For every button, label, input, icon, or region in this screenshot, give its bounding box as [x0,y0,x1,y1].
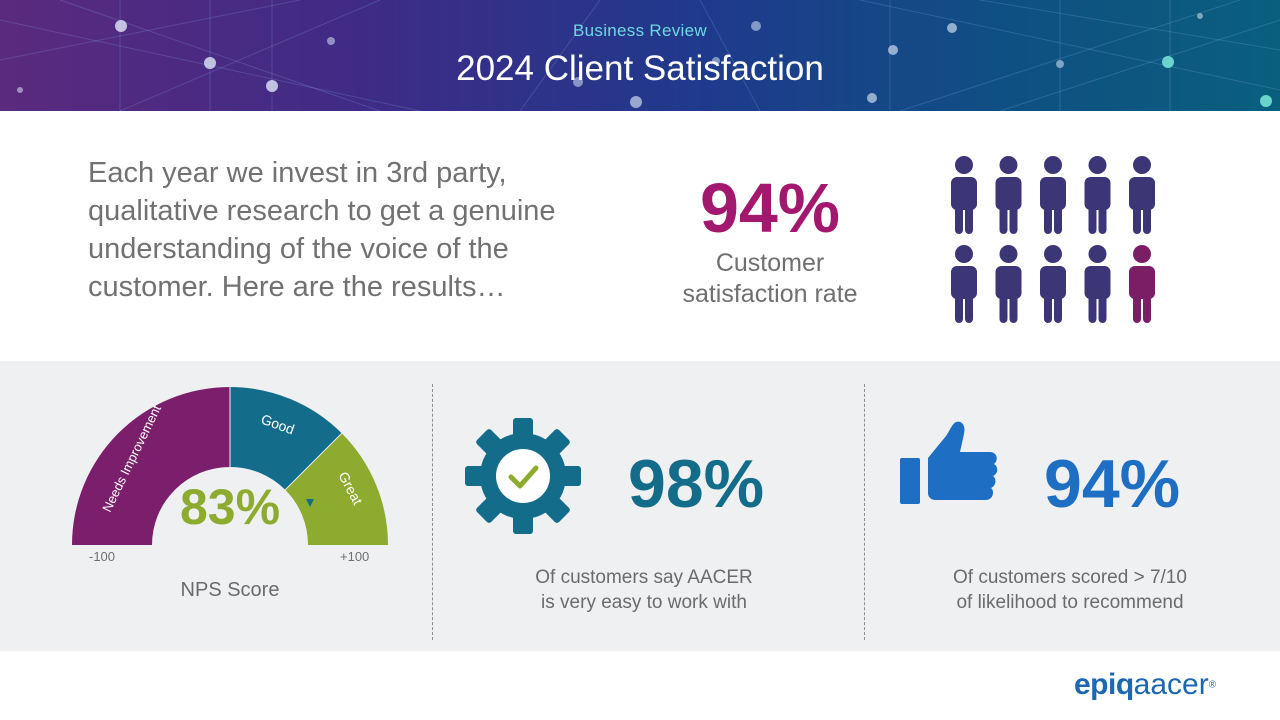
divider-1 [432,384,433,640]
recommend-value: 94% [1044,446,1181,522]
satisfaction-label-line2: satisfaction rate [682,280,858,308]
banner-subtitle: Business Review [573,21,707,40]
gauge-max-label: +100 [340,549,370,564]
logo-registered-mark: ® [1208,679,1217,691]
ease-caption-line1: Of customers say AACER [535,567,753,588]
page-title: 2024 Client Satisfaction [456,49,824,88]
intro-text: Each year we invest in 3rd party, qualit… [88,157,556,303]
person-icon [1040,156,1066,234]
recommend-caption-line1: Of customers scored > 7/10 [953,567,1187,588]
divider-2 [864,384,865,640]
person-icon [1129,245,1155,323]
nps-gauge: Needs Improvement Good Great [72,387,388,545]
person-icon [951,245,977,323]
thumbs-up-icon [900,421,998,504]
nps-value: 83% [180,479,281,535]
person-icon [1084,245,1111,323]
logo-aacer: aacer [1133,668,1209,701]
satisfaction-label: Customer satisfaction rate [640,248,900,310]
person-icon [995,245,1022,323]
nps-label: NPS Score [180,579,280,601]
header-banner: Business Review 2024 Client Satisfaction [0,0,1280,111]
ease-caption-line2: is very easy to work with [541,592,747,613]
gauge-segment-great [285,433,388,545]
gear-check-icon [465,418,581,534]
satisfaction-value: 94% [699,169,841,247]
person-icon [1129,156,1155,234]
satisfaction-label-line1: Customer [715,249,825,277]
ease-value: 98% [628,446,765,522]
person-icon [1040,245,1066,323]
gauge-segment-good [230,387,342,490]
recommend-caption: Of customers scored > 7/10 of likelihood… [920,565,1220,615]
epiq-aacer-logo: epiqaacer® [1074,668,1216,702]
gauge-segment-needs-improvement [72,387,230,545]
person-icon [1084,156,1111,234]
gauge-pointer-icon [306,499,314,507]
gauge-min-label: -100 [89,549,116,564]
person-icon [995,156,1022,234]
banner-network-graphic [0,0,1280,111]
recommend-caption-line2: of likelihood to recommend [956,592,1184,613]
ease-caption: Of customers say AACER is very easy to w… [504,565,784,615]
person-icon [951,156,977,234]
logo-epiq: epiq [1074,668,1134,701]
people-pictogram [951,156,1155,323]
